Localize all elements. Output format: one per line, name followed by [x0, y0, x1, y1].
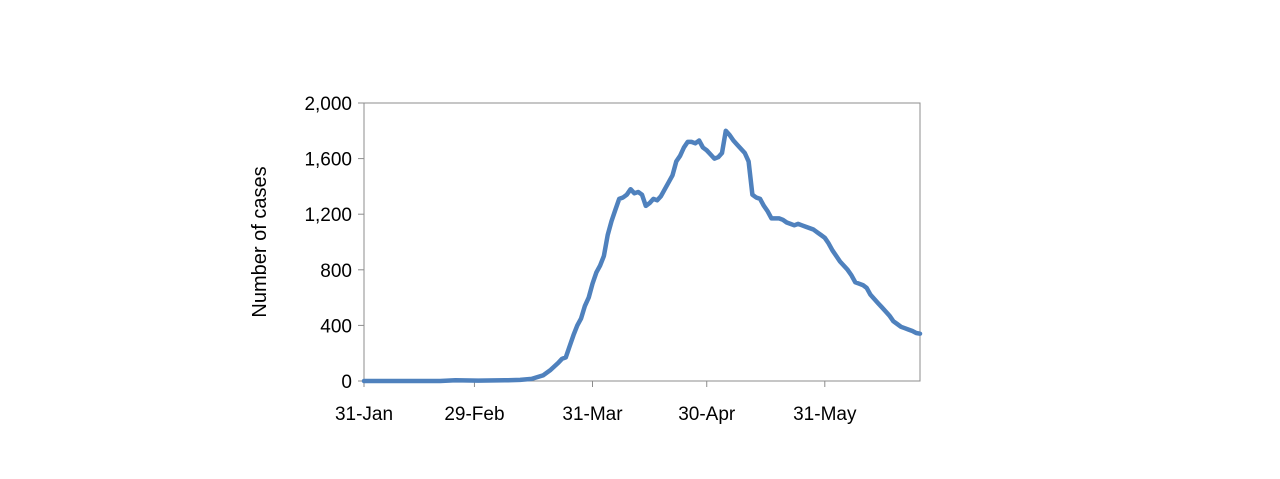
y-tick-label: 1,200 — [304, 205, 352, 226]
plot-frame — [363, 102, 921, 382]
series-group — [361, 128, 923, 384]
x-tick-label: 31-Mar — [562, 404, 623, 425]
x-tick-label: 29-Feb — [444, 404, 504, 425]
x-axis: 31-Jan 29-Feb 31-Mar 30-Apr 31-May — [335, 381, 857, 425]
y-axis: 0 400 800 1,200 1,600 2,000 — [304, 94, 364, 393]
y-tick-label: 0 — [341, 372, 352, 393]
y-axis-label: Number of cases — [249, 166, 271, 317]
x-tick-label: 31-Jan — [335, 404, 393, 425]
y-tick-label: 1,600 — [304, 150, 352, 171]
x-tick-label: 30-Apr — [678, 404, 736, 425]
x-tick-label: 31-May — [793, 404, 857, 425]
y-tick-label: 800 — [320, 261, 352, 282]
y-tick-label: 400 — [320, 316, 352, 337]
y-tick-label: 2,000 — [304, 94, 352, 115]
series-line — [361, 128, 923, 384]
plot-border — [363, 102, 921, 382]
